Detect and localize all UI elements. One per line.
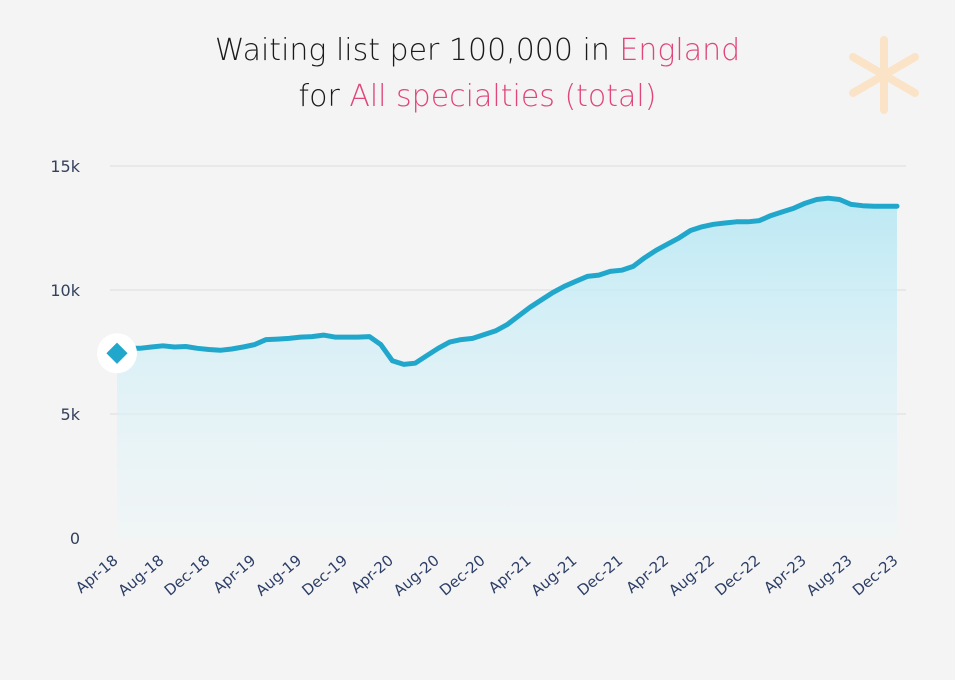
x-tick-label: Apr-19 bbox=[210, 551, 259, 597]
series-line bbox=[114, 195, 900, 367]
x-tick-label: Dec-22 bbox=[711, 551, 764, 599]
asterisk-icon bbox=[849, 36, 919, 114]
x-tick-label: Apr-20 bbox=[347, 551, 396, 597]
x-tick-label: Aug-22 bbox=[665, 551, 718, 599]
x-tick-label: Dec-21 bbox=[574, 551, 627, 599]
x-tick-label: Aug-20 bbox=[390, 551, 443, 599]
x-tick-label: Apr-21 bbox=[485, 551, 534, 597]
chart-title: Waiting list per 100,000 in England for … bbox=[0, 28, 955, 120]
x-tick-label: Dec-20 bbox=[436, 551, 489, 599]
y-tick-label: 5k bbox=[61, 405, 81, 424]
x-tick-label: Apr-18 bbox=[72, 551, 121, 597]
area-fill bbox=[117, 198, 897, 538]
x-tick-label: Aug-21 bbox=[528, 551, 581, 599]
x-tick-label: Aug-18 bbox=[115, 551, 168, 599]
x-tick-label: Apr-23 bbox=[760, 551, 809, 597]
x-tick-label: Aug-23 bbox=[803, 551, 856, 599]
y-axis-labels: 0 5k 10k 15k bbox=[50, 157, 80, 548]
title-line-1-prefix: Waiting list per 100,000 in bbox=[214, 33, 620, 68]
x-tick-label: Dec-19 bbox=[298, 551, 351, 599]
title-line-1: Waiting list per 100,000 in England bbox=[0, 28, 955, 74]
x-axis-labels: Apr-18Aug-18Dec-18Apr-19Aug-19Dec-19Apr-… bbox=[72, 551, 901, 599]
x-tick-label: Apr-22 bbox=[623, 551, 672, 597]
highlight-marker[interactable] bbox=[97, 333, 137, 374]
x-tick-label: Dec-18 bbox=[161, 551, 214, 599]
title-line-2: for All specialties (total) bbox=[0, 74, 955, 120]
y-tick-label: 0 bbox=[70, 529, 80, 548]
y-tick-label: 15k bbox=[50, 157, 80, 176]
y-tick-label: 10k bbox=[50, 281, 80, 300]
x-tick-label: Aug-19 bbox=[252, 551, 305, 599]
x-tick-label: Dec-23 bbox=[849, 551, 902, 599]
title-region: England bbox=[619, 33, 741, 68]
title-line-2-prefix: for bbox=[298, 79, 350, 114]
title-specialty: All specialties (total) bbox=[349, 79, 657, 114]
